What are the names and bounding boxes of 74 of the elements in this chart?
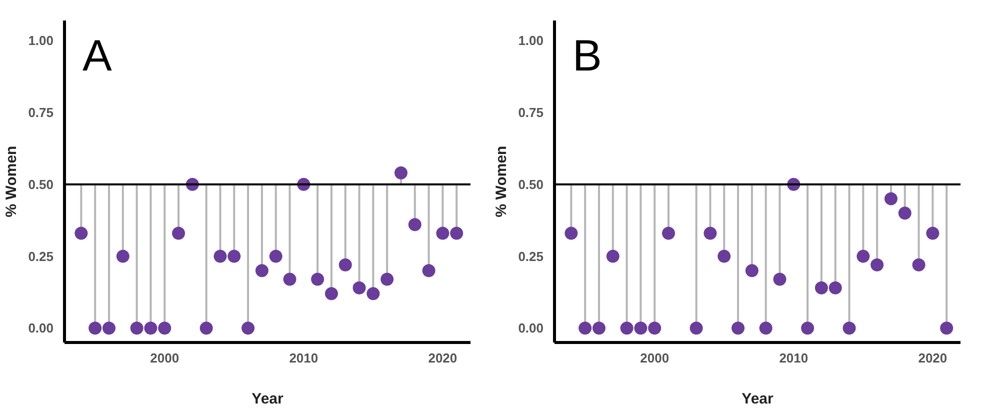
point	[690, 322, 703, 335]
point	[592, 322, 606, 335]
point	[324, 287, 338, 300]
point	[242, 322, 255, 335]
point	[704, 226, 717, 240]
point	[870, 258, 884, 272]
point	[74, 226, 88, 240]
point	[732, 322, 745, 335]
x-tick-label: 2000	[640, 350, 670, 366]
y-tick-label: 1.00	[28, 33, 54, 48]
point	[856, 250, 870, 263]
point	[926, 226, 940, 240]
y-tick-label: 0.00	[28, 320, 54, 336]
point	[898, 206, 912, 220]
point	[102, 322, 116, 335]
point	[912, 258, 926, 272]
point	[578, 322, 592, 335]
x-axis-title: Year	[742, 390, 774, 408]
point	[773, 272, 786, 286]
y-tick-label: 0.00	[518, 320, 544, 336]
point	[408, 218, 422, 232]
point	[620, 322, 634, 335]
point	[228, 250, 241, 263]
chart-title: A	[82, 32, 112, 80]
x-tick-label: 2020	[428, 350, 458, 366]
y-tick-label: 0.25	[518, 248, 544, 264]
point	[828, 281, 842, 294]
point	[380, 272, 394, 286]
point	[564, 226, 578, 240]
y-axis-title: % Women	[3, 146, 20, 218]
point	[745, 264, 758, 278]
y-axis-title: % Women	[493, 146, 510, 218]
point	[172, 226, 186, 240]
point	[759, 322, 772, 335]
y-tick-label: 0.75	[518, 105, 544, 120]
point	[214, 250, 227, 263]
point	[366, 287, 380, 300]
point	[884, 192, 898, 206]
point	[311, 272, 324, 286]
x-tick-label: 2000	[150, 350, 180, 366]
x-tick-label: 2010	[779, 350, 808, 366]
chart-title: B	[572, 32, 602, 80]
point	[130, 322, 144, 335]
point	[352, 281, 366, 294]
point	[648, 322, 662, 335]
point	[338, 258, 352, 272]
y-tick-label: 0.50	[518, 176, 544, 192]
point	[814, 281, 828, 294]
point	[634, 322, 648, 335]
point	[116, 250, 130, 263]
point	[269, 250, 282, 263]
point	[283, 272, 296, 286]
point	[842, 322, 856, 335]
y-tick-label: 1.00	[518, 33, 544, 48]
x-tick-label: 2010	[289, 350, 318, 366]
x-axis-title: Year	[252, 390, 284, 408]
point	[158, 322, 172, 335]
point	[255, 264, 268, 278]
y-tick-label: 0.50	[28, 176, 54, 192]
point	[88, 322, 102, 335]
point	[940, 322, 954, 335]
point	[662, 226, 676, 240]
point	[144, 322, 158, 335]
point	[200, 322, 213, 335]
y-tick-label: 0.75	[28, 105, 54, 120]
x-tick-label: 2020	[918, 350, 948, 366]
point	[450, 226, 464, 240]
point	[436, 226, 450, 240]
point	[422, 264, 436, 278]
y-tick-label: 0.25	[28, 248, 54, 264]
point	[394, 166, 408, 180]
point	[606, 250, 620, 263]
point	[801, 322, 814, 335]
point	[718, 250, 731, 263]
